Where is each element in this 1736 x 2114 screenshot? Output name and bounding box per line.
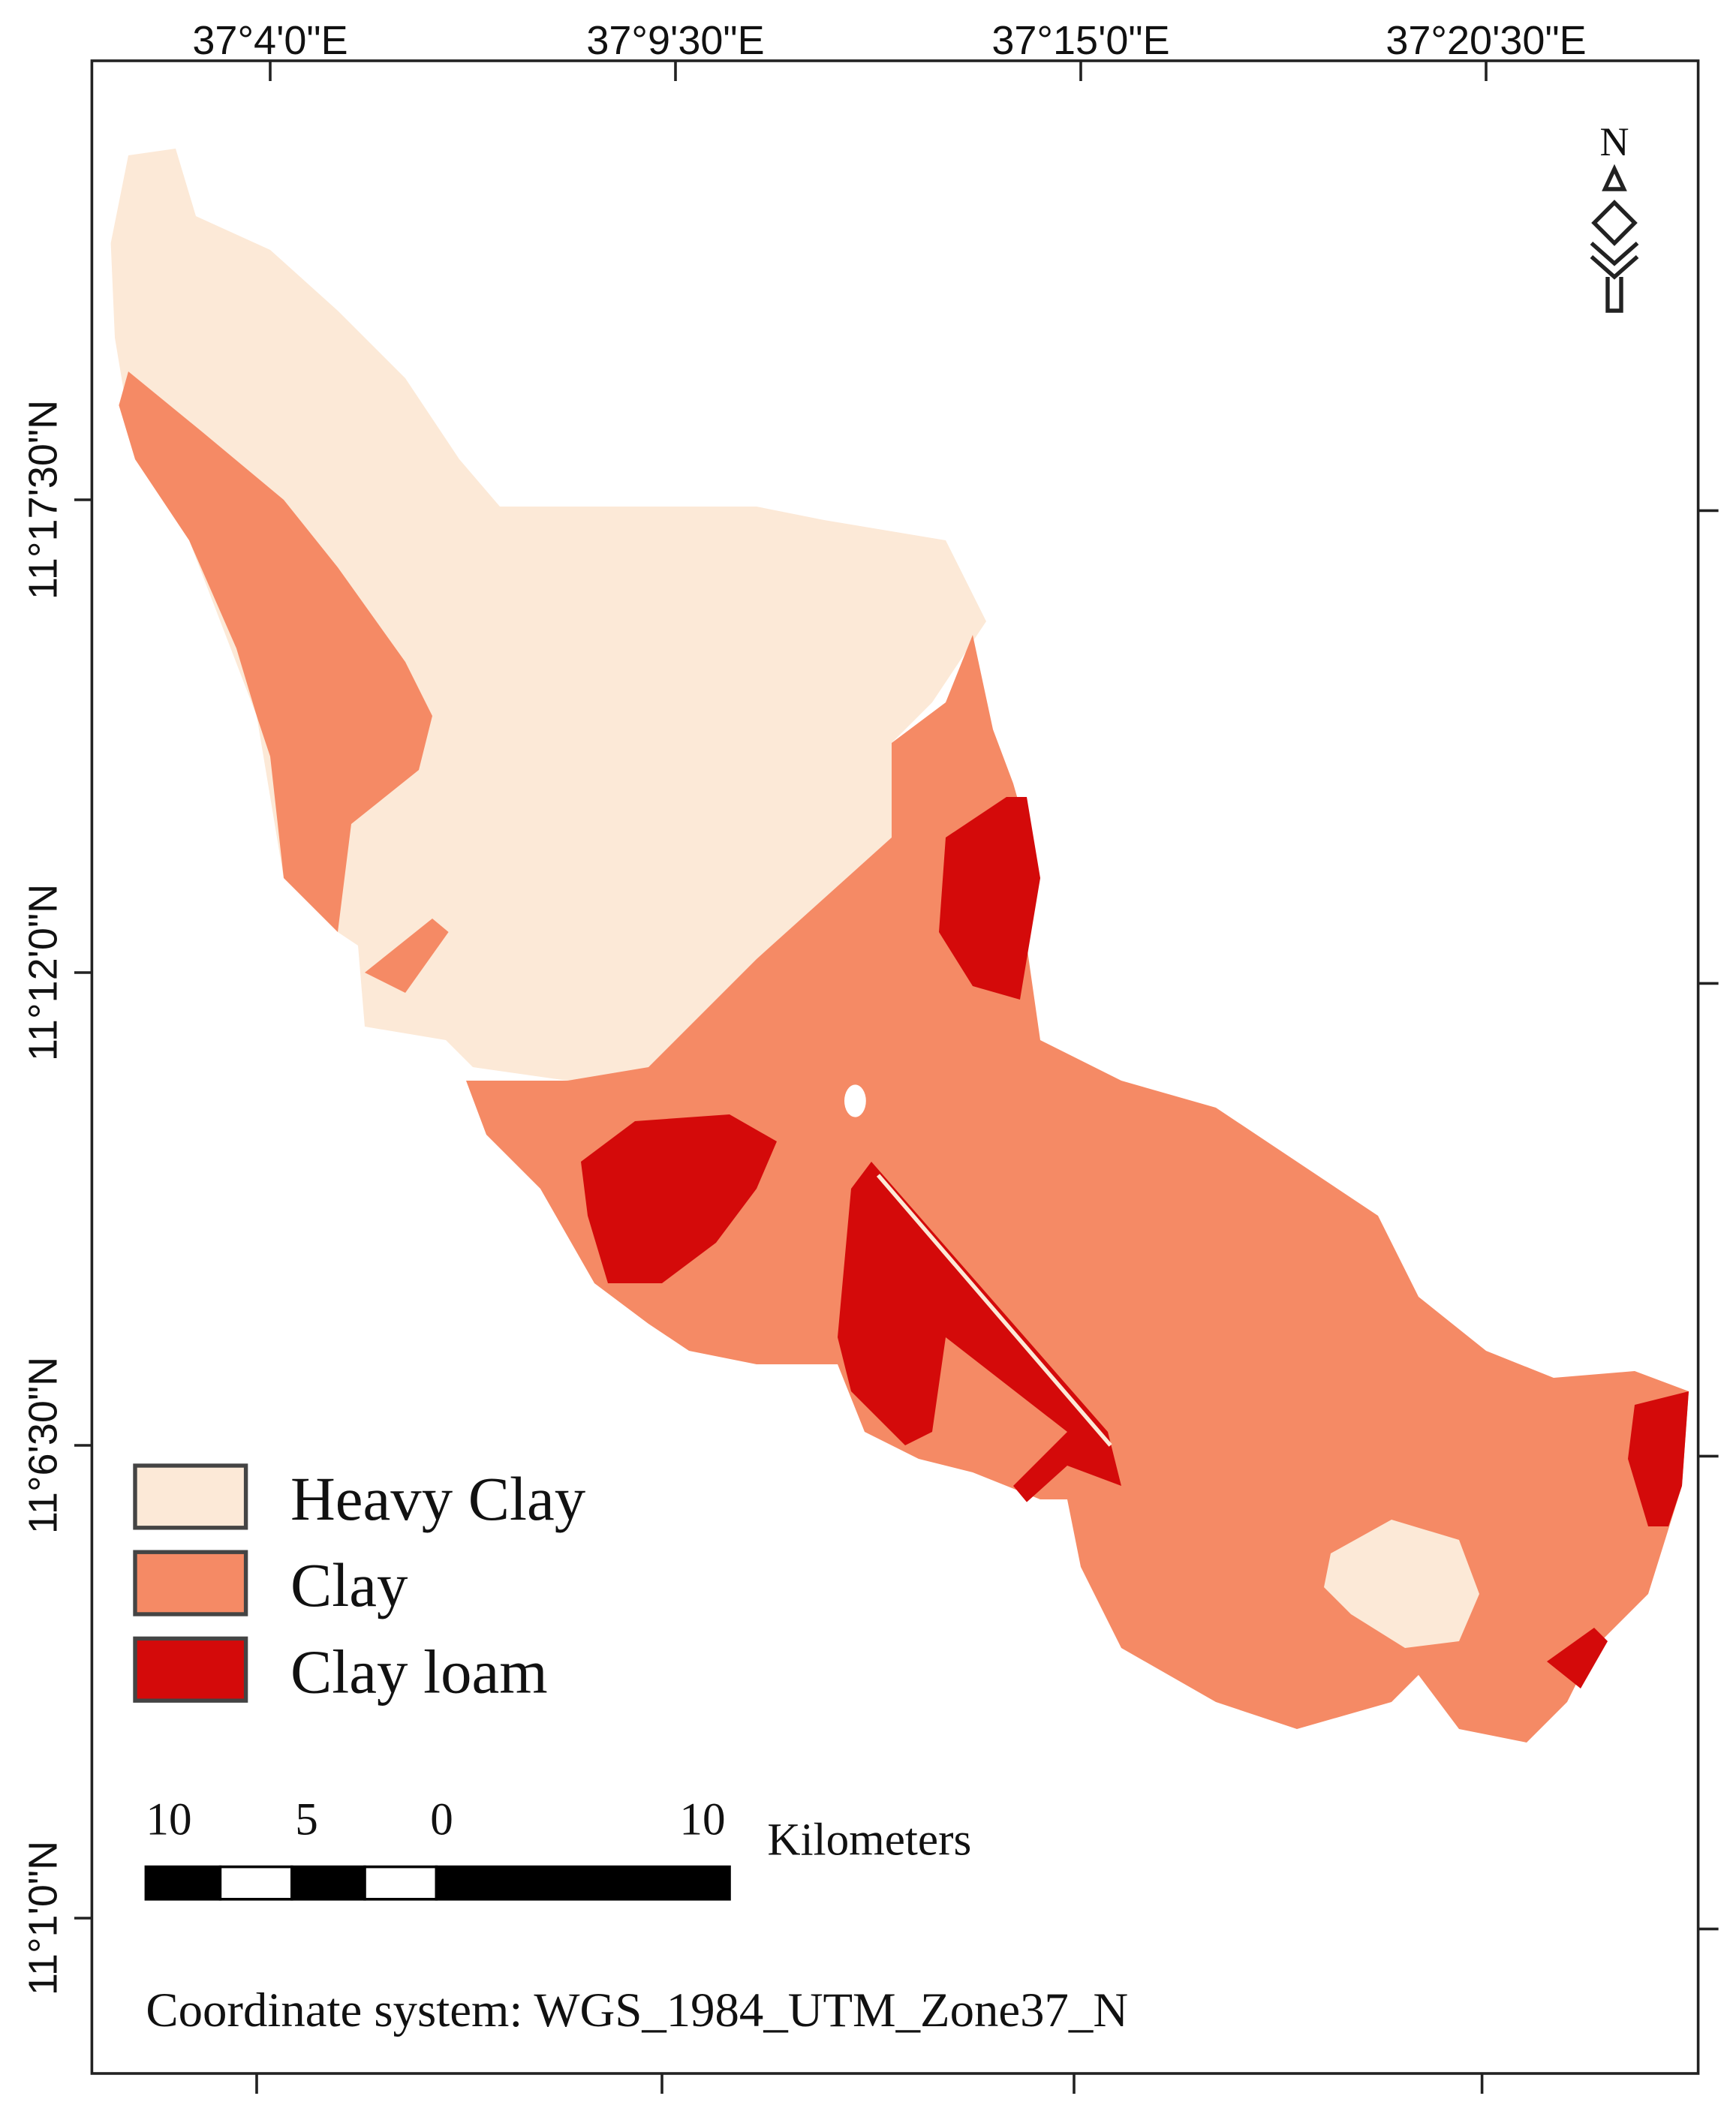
legend-label: Clay loam — [290, 1637, 548, 1706]
legend-swatch — [133, 1636, 248, 1703]
clay-area — [466, 635, 1689, 1743]
scale-bar: 10 5 0 10 Kilometers — [144, 1794, 971, 1901]
soil-polygons — [110, 149, 1689, 1743]
clay-area — [365, 919, 449, 993]
clay-loam-area — [1547, 1628, 1608, 1688]
scale-label: 10 — [146, 1794, 191, 1845]
legend-label: Clay — [290, 1550, 408, 1619]
heavy-clay-area — [1324, 1520, 1479, 1648]
scale-unit: Kilometers — [767, 1814, 971, 1865]
legend-label: Heavy Clay — [290, 1464, 586, 1533]
graticule-labels: 37°4'0"E 37°9'30"E 37°15'0"E 37°20'30"E 11°1… — [21, 18, 1587, 1995]
longitude-label: 37°15'0"E — [991, 18, 1169, 63]
latitude-label: 11°17'30"N — [21, 400, 66, 600]
scale-label: 10 — [679, 1794, 725, 1845]
latitude-label: 11°6'30"N — [21, 1357, 66, 1534]
scale-segment — [290, 1865, 366, 1901]
clay-area — [119, 371, 432, 932]
latitude-label: 11°12'0"N — [21, 884, 66, 1061]
north-label: N — [1600, 119, 1629, 164]
longitude-label: 37°20'30"E — [1385, 18, 1586, 63]
clay-loam-area — [581, 1114, 777, 1283]
legend-swatch — [133, 1550, 248, 1616]
clay-loam-area — [939, 797, 1040, 1000]
scale-segment — [144, 1865, 222, 1901]
ticks — [74, 61, 1719, 2094]
scale-segment — [363, 1865, 438, 1901]
scale-segment — [435, 1865, 731, 1901]
latitude-label: 11°1'0"N — [21, 1841, 66, 1995]
road — [876, 1174, 1112, 1447]
longitude-label: 37°9'30"E — [586, 18, 764, 63]
clay-loam-area — [1628, 1391, 1689, 1526]
scale-label: 0 — [430, 1794, 453, 1845]
scale-label: 5 — [295, 1794, 318, 1845]
legend: Heavy Clay Clay Clay loam — [133, 1463, 586, 1706]
north-arrow: N — [1590, 119, 1639, 313]
scale-segment — [218, 1865, 293, 1901]
clay-loam-area — [838, 1162, 1121, 1502]
longitude-label: 37°4'0"E — [192, 18, 348, 63]
coordinate-system: Coordinate system: WGS_1984_UTM_Zone37_N — [146, 1983, 1128, 2037]
legend-swatch — [133, 1463, 248, 1530]
hole — [844, 1084, 866, 1117]
